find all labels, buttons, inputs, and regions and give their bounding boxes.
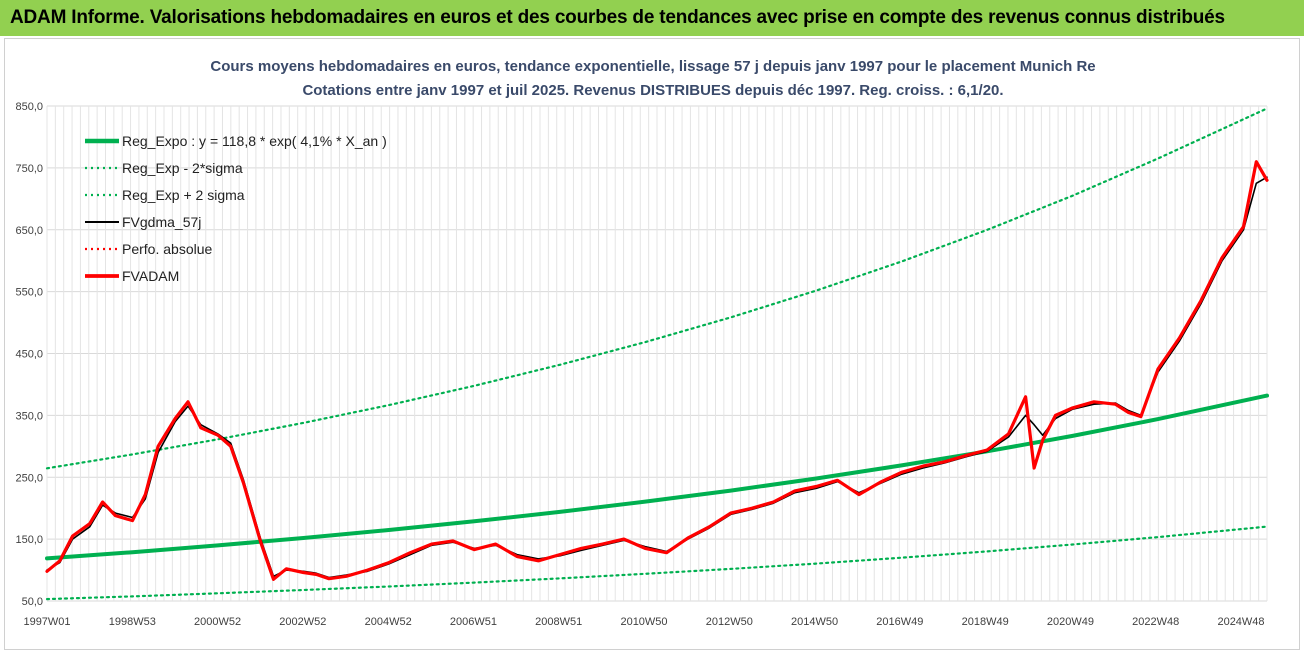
y-tick-label: 250,0 [15,472,43,484]
legend-label: Reg_Exp + 2 sigma [122,187,245,203]
x-tick-label: 2018W49 [962,616,1009,628]
series-line-2 [45,525,1269,601]
line-chart: Cours moyens hebdomadaires en euros, ten… [15,58,1269,628]
y-tick-label: 50,0 [22,596,43,608]
y-tick-label: 650,0 [15,225,43,237]
chart-frame: Cours moyens hebdomadaires en euros, ten… [4,38,1300,650]
header-banner: ADAM Informe. Valorisations hebdomadaire… [0,0,1304,36]
x-tick-label: 2002W52 [279,616,326,628]
x-tick-label: 2006W51 [450,616,497,628]
legend-label: FVADAM [122,268,179,284]
x-tick-label: 1998W53 [109,616,156,628]
legend-label: Reg_Exp - 2*sigma [122,160,243,176]
y-tick-label: 750,0 [15,163,43,175]
x-tick-label: 2020W49 [1047,616,1094,628]
chart-title-line2: Cotations entre janv 1997 et juil 2025. … [302,82,1003,99]
y-tick-label: 850,0 [15,101,43,113]
legend: Reg_Expo : y = 118,8 * exp( 4,1% * X_an … [85,133,387,284]
x-tick-label: 1997W01 [23,616,70,628]
series-group [45,107,1269,601]
x-tick-label: 2016W49 [876,616,923,628]
grid [46,105,1268,602]
x-tick-label: 2000W52 [194,616,241,628]
x-tick-label: 2024W48 [1217,616,1264,628]
y-axis-ticks: 50,0 150,0 250,0 350,0 450,0 550,0 650,0 750,0 8… [15,101,43,608]
y-tick-label: 150,0 [15,534,43,546]
y-tick-label: 550,0 [15,287,43,299]
header-title: ADAM Informe. Valorisations hebdomadaire… [10,7,1225,28]
legend-label: Perfo. absolue [122,241,212,257]
x-axis-ticks: 1997W01 1998W53 2000W52 2002W52 2004W52 2006W… [23,616,1264,628]
x-tick-label: 2008W51 [535,616,582,628]
y-tick-label: 350,0 [15,410,43,422]
x-tick-label: 2012W50 [706,616,753,628]
series-line-5 [45,160,1269,581]
x-tick-label: 2010W50 [620,616,667,628]
x-tick-label: 2014W50 [791,616,838,628]
legend-label: Reg_Expo : y = 118,8 * exp( 4,1% * X_an … [122,133,387,149]
series-line-3 [45,107,1269,470]
legend-label: FVgdma_57j [122,214,201,230]
y-tick-label: 450,0 [15,349,43,361]
chart-title-line1: Cours moyens hebdomadaires en euros, ten… [210,58,1095,75]
series-line-1 [45,393,1269,561]
x-tick-label: 2004W52 [365,616,412,628]
x-tick-label: 2022W48 [1132,616,1179,628]
